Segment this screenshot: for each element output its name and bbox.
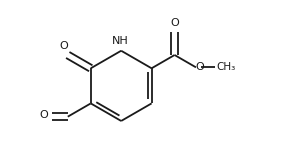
Text: O: O [170,18,179,28]
Text: CH₃: CH₃ [217,62,236,72]
Text: NH: NH [112,36,129,46]
Text: O: O [39,110,48,120]
Text: O: O [195,62,204,72]
Text: O: O [59,41,68,51]
